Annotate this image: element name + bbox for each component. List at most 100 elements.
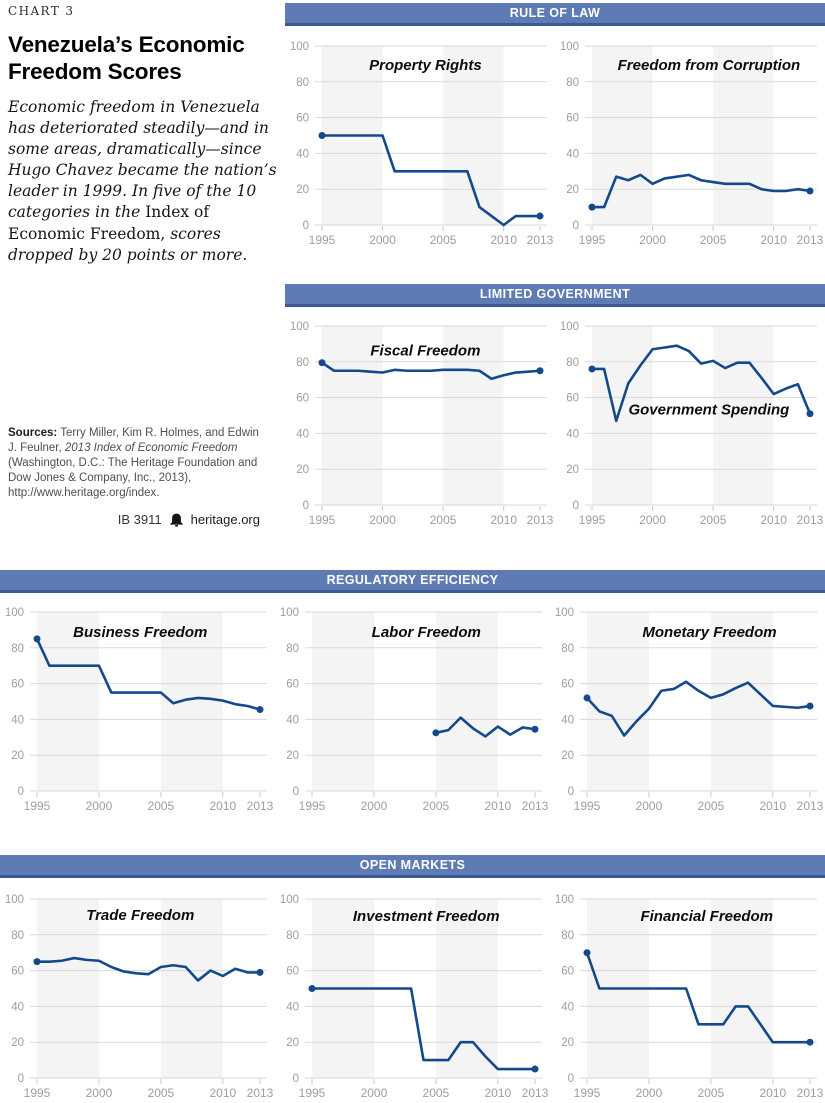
svg-text:2000: 2000 (636, 1086, 663, 1100)
svg-text:100: 100 (5, 894, 24, 906)
section-header-open-markets: OPEN MARKETS (0, 855, 825, 878)
svg-text:1995: 1995 (309, 233, 336, 247)
svg-text:2010: 2010 (760, 513, 787, 527)
svg-text:20: 20 (561, 1037, 574, 1049)
svg-text:1995: 1995 (24, 799, 51, 813)
svg-text:2000: 2000 (639, 513, 666, 527)
svg-text:40: 40 (286, 1001, 299, 1013)
svg-text:1995: 1995 (309, 513, 336, 527)
svg-text:20: 20 (11, 750, 24, 762)
svg-text:2013: 2013 (247, 1086, 274, 1100)
financial-freedom-chart: 0 20 40 60 80 100 1995 2000 2005 2010 2013 Financia… (550, 885, 825, 1103)
svg-text:40: 40 (286, 714, 299, 726)
svg-text:40: 40 (566, 148, 579, 160)
svg-text:2013: 2013 (797, 1086, 824, 1100)
property-rights-chart: 0 20 40 60 80 100 1995 2000 2005 2010 2013 Property… (285, 32, 555, 250)
page-title: Venezuela’s Economic Freedom Scores (8, 32, 245, 84)
heritage-bell-icon (169, 513, 184, 527)
svg-text:40: 40 (296, 428, 309, 440)
svg-text:2005: 2005 (700, 513, 727, 527)
svg-text:60: 60 (561, 966, 574, 978)
svg-text:80: 80 (286, 930, 299, 942)
chart-number-label: CHART 3 (8, 4, 75, 18)
svg-text:80: 80 (566, 357, 579, 369)
svg-text:0: 0 (573, 500, 579, 512)
svg-text:2010: 2010 (760, 233, 787, 247)
svg-text:0: 0 (568, 1073, 574, 1085)
svg-text:2005: 2005 (423, 1086, 450, 1100)
sources-book-title: 2013 Index of Economic Freedom (64, 441, 238, 454)
footer-site-label: heritage.org (190, 512, 260, 527)
svg-text:2010: 2010 (759, 799, 786, 813)
monetary-freedom-chart-svg: 0 20 40 60 80 100 1995 2000 2005 2010 2013 Monetary… (555, 607, 824, 813)
svg-text:2013: 2013 (527, 513, 554, 527)
svg-text:80: 80 (296, 77, 309, 89)
svg-text:2013: 2013 (797, 513, 824, 527)
sources-text-1: Terry Miller, Kim R. Holmes, and Edwin J… (8, 427, 259, 454)
svg-text:Monetary Freedom: Monetary Freedom (642, 624, 776, 641)
section-header-regulatory-efficiency: REGULATORY EFFICIENCY (0, 570, 825, 593)
svg-text:2010: 2010 (490, 513, 517, 527)
svg-text:2010: 2010 (759, 1086, 786, 1100)
svg-text:Trade Freedom: Trade Freedom (86, 907, 194, 924)
svg-text:2005: 2005 (700, 233, 727, 247)
svg-text:40: 40 (561, 714, 574, 726)
svg-text:80: 80 (296, 357, 309, 369)
svg-text:100: 100 (555, 607, 574, 619)
svg-text:Freedom from Corruption: Freedom from Corruption (618, 57, 801, 74)
svg-text:20: 20 (296, 464, 309, 476)
svg-text:1995: 1995 (574, 799, 601, 813)
labor-freedom-chart: 0 20 40 60 80 100 1995 2000 2005 2010 2013 Labor Fr… (275, 598, 550, 816)
property-rights-chart-svg: 0 20 40 60 80 100 1995 2000 2005 2010 2013 Property… (290, 41, 554, 247)
svg-text:80: 80 (286, 643, 299, 655)
svg-text:20: 20 (286, 750, 299, 762)
svg-text:1995: 1995 (579, 513, 606, 527)
svg-text:20: 20 (11, 1037, 24, 1049)
svg-text:1995: 1995 (579, 233, 606, 247)
svg-text:100: 100 (290, 41, 309, 53)
svg-text:40: 40 (11, 714, 24, 726)
svg-text:0: 0 (573, 220, 579, 232)
svg-text:2010: 2010 (490, 233, 517, 247)
svg-text:40: 40 (296, 148, 309, 160)
svg-text:0: 0 (568, 786, 574, 798)
svg-text:100: 100 (560, 321, 579, 333)
svg-text:100: 100 (5, 607, 24, 619)
fiscal-freedom-chart: 0 20 40 60 80 100 1995 2000 2005 2010 2013 Fiscal F… (285, 312, 555, 530)
svg-text:2013: 2013 (797, 799, 824, 813)
svg-text:60: 60 (561, 679, 574, 691)
svg-text:2005: 2005 (698, 1086, 725, 1100)
svg-text:2000: 2000 (361, 799, 388, 813)
business-freedom-chart-svg: 0 20 40 60 80 100 1995 2000 2005 2010 2013 Business… (5, 607, 274, 813)
svg-text:2005: 2005 (430, 233, 457, 247)
svg-text:20: 20 (566, 464, 579, 476)
svg-text:2000: 2000 (361, 1086, 388, 1100)
svg-text:0: 0 (293, 1073, 299, 1085)
svg-text:2013: 2013 (527, 233, 554, 247)
svg-text:0: 0 (18, 786, 24, 798)
intro-italic-1: Economic freedom in Venezuela has deteri… (8, 98, 277, 222)
svg-text:Business Freedom: Business Freedom (73, 624, 207, 641)
svg-text:80: 80 (11, 643, 24, 655)
svg-text:60: 60 (11, 966, 24, 978)
freedom-from-corruption-chart-svg: 0 20 40 60 80 100 1995 2000 2005 2010 2013 Freedom … (560, 41, 824, 247)
section-header-rule-of-law: RULE OF LAW (285, 3, 825, 26)
svg-text:60: 60 (296, 113, 309, 125)
left-text-column: CHART 3 Venezuela’s Economic Freedom Sco… (8, 4, 280, 266)
svg-text:80: 80 (566, 77, 579, 89)
svg-text:80: 80 (561, 930, 574, 942)
svg-text:Financial Freedom: Financial Freedom (640, 908, 773, 925)
svg-text:2005: 2005 (148, 799, 175, 813)
freedom-from-corruption-chart: 0 20 40 60 80 100 1995 2000 2005 2010 2013 Freedom … (555, 32, 825, 250)
svg-text:Government Spending: Government Spending (628, 401, 789, 418)
fiscal-freedom-chart-svg: 0 20 40 60 80 100 1995 2000 2005 2010 2013 Fiscal F… (290, 321, 554, 527)
intro-paragraph: Economic freedom in Venezuela has deteri… (8, 97, 280, 266)
svg-text:40: 40 (561, 1001, 574, 1013)
svg-text:1995: 1995 (24, 1086, 51, 1100)
financial-freedom-chart-svg: 0 20 40 60 80 100 1995 2000 2005 2010 2013 Financia… (555, 894, 824, 1100)
svg-text:60: 60 (566, 393, 579, 405)
monetary-freedom-chart: 0 20 40 60 80 100 1995 2000 2005 2010 2013 Monetary… (550, 598, 825, 816)
svg-text:0: 0 (303, 500, 309, 512)
svg-text:Labor Freedom: Labor Freedom (372, 624, 481, 641)
